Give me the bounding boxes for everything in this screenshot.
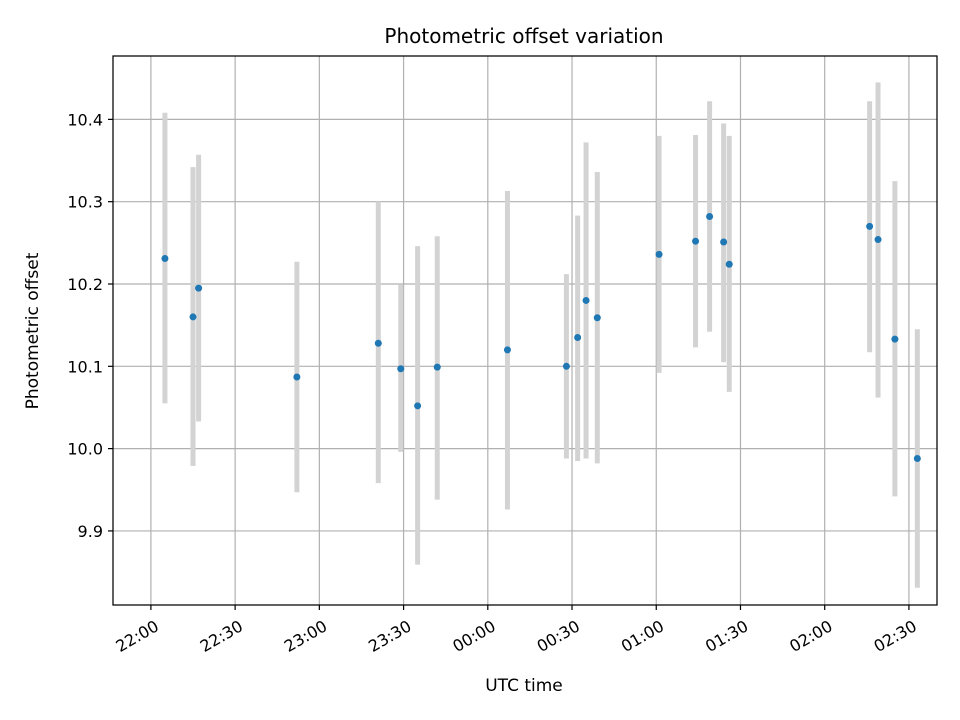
y-axis-ticks: 9.9 10.0 10.1 10.2 10.3 10.4: [67, 110, 113, 541]
data-point: [913, 454, 921, 462]
data-point: [866, 222, 874, 230]
data-point: [706, 213, 714, 221]
data-point: [503, 346, 511, 354]
data-point: [374, 339, 382, 347]
y-axis-title: Photometric offset: [23, 252, 43, 409]
data-point: [725, 260, 733, 268]
data-point: [433, 363, 441, 371]
data-point: [574, 333, 582, 341]
data-point: [891, 335, 899, 343]
y-tick-label: 10.4: [67, 110, 103, 129]
chart-title: Photometric offset variation: [384, 24, 663, 48]
data-point: [397, 365, 405, 373]
data-point: [195, 284, 203, 292]
y-tick-label: 10.2: [67, 275, 103, 294]
y-tick-label: 9.9: [78, 522, 103, 541]
data-point: [692, 237, 700, 245]
data-point: [189, 313, 197, 321]
plot-frame: [112, 55, 938, 606]
y-tick-label: 10.3: [67, 193, 103, 212]
data-point: [582, 296, 590, 304]
data-point: [293, 373, 301, 381]
grid-lines: [113, 56, 937, 605]
y-tick-label: 10.1: [67, 357, 103, 376]
data-point: [161, 254, 169, 262]
data-point: [655, 250, 663, 258]
data-point: [874, 236, 882, 244]
data-point: [593, 314, 601, 322]
data-point: [414, 402, 422, 410]
x-axis-title: UTC time: [485, 676, 563, 696]
data-point: [562, 362, 570, 370]
y-tick-label: 10.0: [67, 440, 103, 459]
data-points: [161, 213, 921, 462]
data-point: [720, 238, 728, 246]
